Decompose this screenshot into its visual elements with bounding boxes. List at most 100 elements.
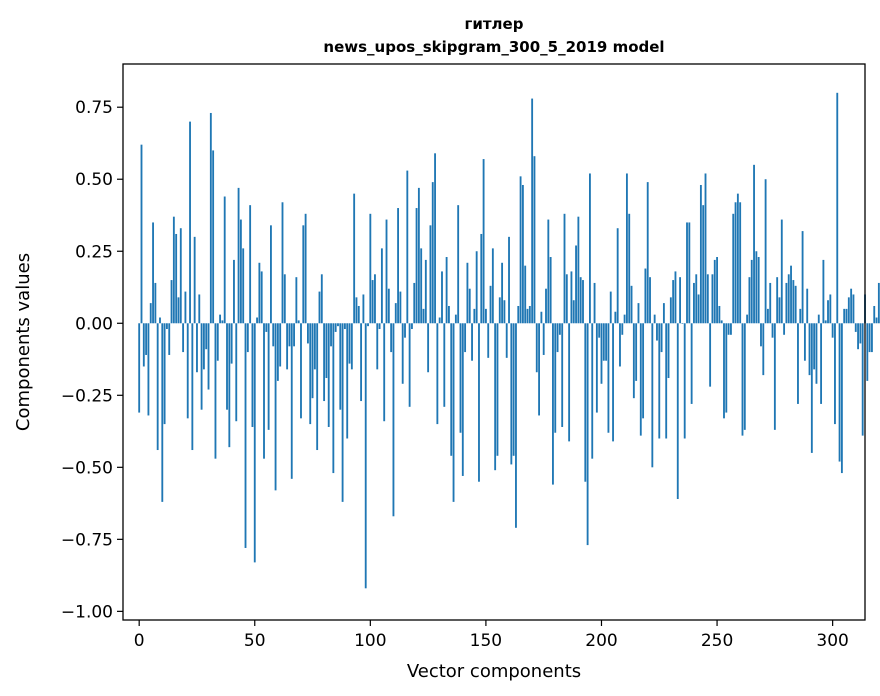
bar-103 bbox=[376, 323, 379, 370]
bar-146 bbox=[475, 251, 478, 324]
bar-79 bbox=[320, 274, 323, 324]
bar-132 bbox=[443, 323, 446, 407]
bar-122 bbox=[420, 248, 423, 324]
bar-62 bbox=[281, 202, 284, 324]
x-tick-label: 100 bbox=[354, 631, 386, 651]
chart-title: гитлер bbox=[465, 15, 524, 33]
bar-37 bbox=[223, 196, 226, 324]
bar-28 bbox=[202, 323, 205, 370]
bar-164 bbox=[517, 305, 520, 324]
bar-124 bbox=[424, 259, 427, 324]
bar-273 bbox=[769, 282, 772, 324]
bar-41 bbox=[233, 259, 235, 324]
bar-281 bbox=[787, 274, 790, 324]
bar-307 bbox=[847, 297, 850, 324]
bar-100 bbox=[369, 213, 372, 324]
bar-241 bbox=[695, 274, 698, 324]
bar-77 bbox=[316, 323, 319, 451]
bar-183 bbox=[561, 323, 564, 427]
bar-208 bbox=[619, 323, 621, 367]
bar-244 bbox=[702, 205, 705, 324]
bar-69 bbox=[297, 320, 300, 324]
bar-148 bbox=[480, 233, 483, 324]
y-tick-label: 0.25 bbox=[75, 242, 113, 262]
bar-104 bbox=[378, 323, 381, 330]
bar-296 bbox=[822, 259, 825, 324]
bar-64 bbox=[286, 323, 289, 370]
bar-267 bbox=[755, 251, 758, 324]
bar-20 bbox=[184, 291, 187, 324]
bar-24 bbox=[193, 236, 196, 324]
bar-178 bbox=[549, 257, 552, 324]
bar-202 bbox=[605, 323, 608, 361]
bar-31 bbox=[209, 112, 212, 324]
bar-269 bbox=[760, 323, 762, 347]
bar-284 bbox=[794, 285, 797, 324]
bar-96 bbox=[360, 323, 363, 402]
bar-40 bbox=[230, 323, 233, 364]
bar-268 bbox=[757, 257, 760, 324]
bar-231 bbox=[672, 280, 675, 324]
bar-236 bbox=[683, 323, 686, 439]
bar-54 bbox=[263, 323, 265, 459]
bar-92 bbox=[350, 323, 353, 370]
bar-84 bbox=[332, 323, 335, 474]
bar-94 bbox=[355, 297, 358, 324]
bar-90 bbox=[346, 323, 349, 439]
bar-102 bbox=[374, 274, 376, 324]
bar-193 bbox=[584, 323, 587, 482]
bar-129 bbox=[436, 323, 439, 425]
bar-101 bbox=[371, 280, 374, 324]
bar-107 bbox=[385, 219, 388, 324]
bar-166 bbox=[521, 184, 524, 324]
bar-46 bbox=[244, 323, 247, 548]
bar-309 bbox=[852, 294, 855, 324]
bar-63 bbox=[283, 274, 286, 324]
bar-91 bbox=[348, 323, 351, 364]
bar-116 bbox=[406, 170, 409, 324]
bar-238 bbox=[688, 222, 691, 324]
bar-140 bbox=[461, 323, 464, 476]
x-tick-label: 300 bbox=[816, 631, 848, 651]
bar-119 bbox=[413, 282, 416, 324]
bar-42 bbox=[235, 323, 238, 422]
bar-43 bbox=[237, 187, 240, 324]
bar-188 bbox=[572, 300, 575, 324]
bar-13 bbox=[168, 323, 171, 355]
y-tick-label: 0.75 bbox=[75, 98, 113, 118]
bar-277 bbox=[778, 297, 781, 324]
bar-229 bbox=[667, 323, 670, 379]
bar-317 bbox=[871, 323, 873, 353]
bar-70 bbox=[300, 323, 302, 419]
bar-158 bbox=[503, 300, 506, 324]
bar-106 bbox=[383, 323, 386, 422]
bar-212 bbox=[628, 213, 631, 324]
bar-299 bbox=[829, 294, 832, 324]
bar-205 bbox=[612, 323, 614, 442]
bar-199 bbox=[598, 323, 601, 338]
bar-169 bbox=[528, 305, 531, 324]
bar-245 bbox=[704, 173, 707, 324]
bar-271 bbox=[764, 179, 767, 324]
bar-252 bbox=[720, 320, 723, 324]
bar-57 bbox=[270, 225, 272, 324]
bar-9 bbox=[159, 317, 161, 324]
bar-125 bbox=[427, 323, 430, 373]
bar-130 bbox=[438, 317, 441, 324]
bar-300 bbox=[831, 323, 834, 338]
bar-226 bbox=[660, 323, 663, 353]
bar-176 bbox=[545, 288, 547, 324]
bar-2 bbox=[142, 323, 145, 367]
bar-265 bbox=[750, 259, 753, 324]
bar-35 bbox=[219, 314, 222, 324]
bar-298 bbox=[827, 300, 829, 324]
bar-151 bbox=[487, 323, 490, 358]
y-tick-label: 0.50 bbox=[75, 170, 113, 190]
bars-group bbox=[138, 92, 880, 589]
bar-85 bbox=[334, 323, 337, 332]
bar-306 bbox=[845, 308, 848, 324]
bar-150 bbox=[484, 308, 487, 324]
bar-52 bbox=[258, 262, 261, 324]
y-tick-label: −0.50 bbox=[61, 458, 113, 478]
bar-121 bbox=[417, 187, 420, 324]
